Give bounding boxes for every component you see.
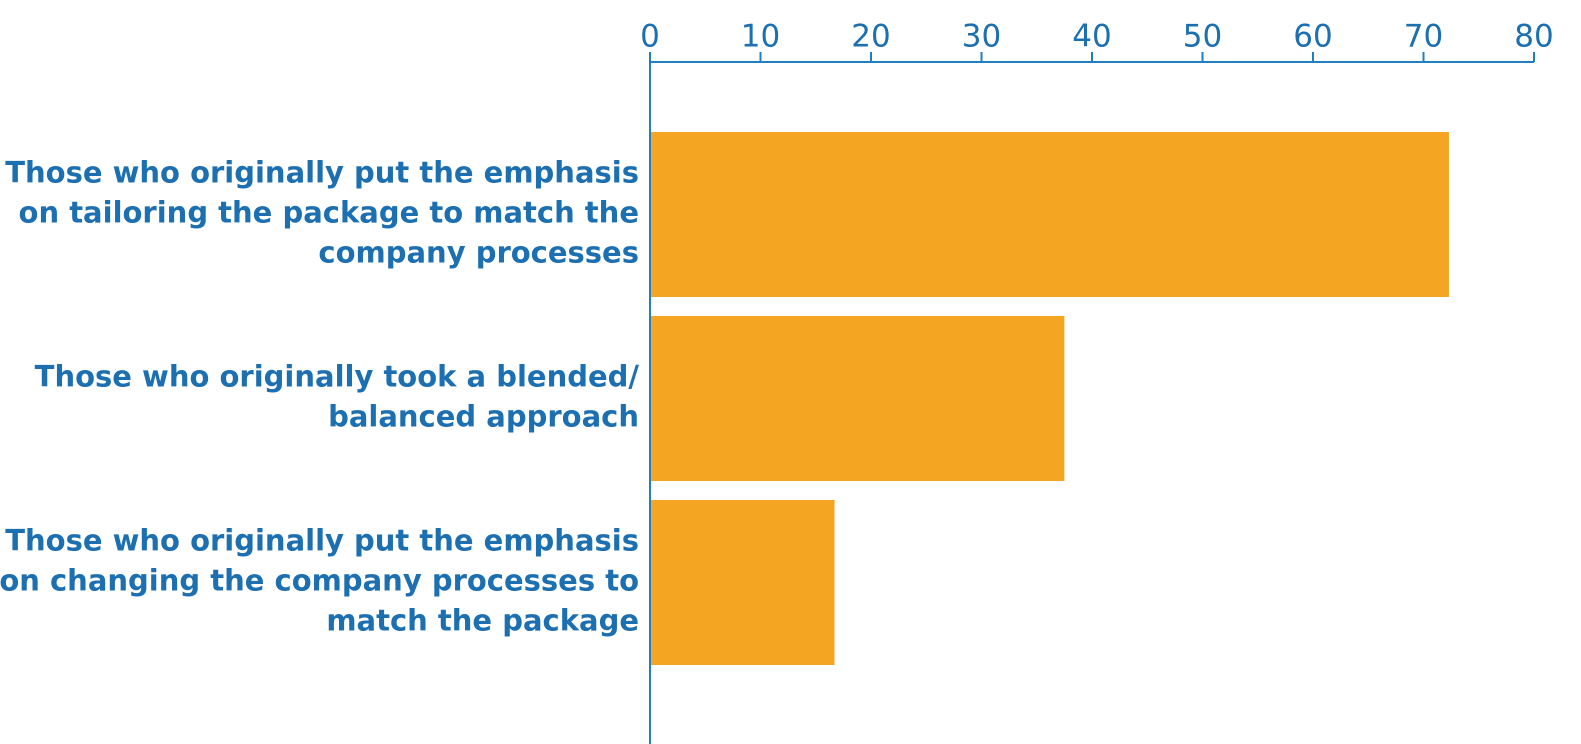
bar-2 [650, 316, 1065, 481]
x-tick-label: 60 [1293, 19, 1332, 55]
category-label-line: balanced approach [328, 400, 639, 434]
category-label-line: company processes [318, 236, 639, 270]
x-tick-label: 0 [640, 19, 660, 55]
x-tick-label: 80 [1514, 19, 1553, 55]
x-tick-label: 50 [1183, 19, 1222, 55]
category-label-1: Those who originally put the emphasis on … [5, 156, 639, 270]
x-tick-label: 30 [962, 19, 1001, 55]
category-label-line: on tailoring the package to match the [19, 196, 639, 230]
x-tick-label: 40 [1072, 19, 1111, 55]
category-label-3: Those who originally put the emphasis on … [0, 524, 639, 638]
category-label-line: Those who originally took a blended/ [35, 360, 640, 394]
bar-1 [650, 132, 1449, 297]
bar-3 [650, 500, 835, 665]
category-label-line: on changing the company processes to [0, 564, 639, 598]
category-label-line: match the package [326, 604, 639, 638]
x-tick-label: 70 [1404, 19, 1443, 55]
category-label-line: Those who originally put the emphasis [5, 156, 639, 190]
x-tick-label: 20 [851, 19, 890, 55]
x-tick-label: 10 [741, 19, 780, 55]
category-label-line: Those who originally put the emphasis [5, 524, 639, 558]
category-label-2: Those who originally took a blended/bala… [35, 360, 640, 434]
